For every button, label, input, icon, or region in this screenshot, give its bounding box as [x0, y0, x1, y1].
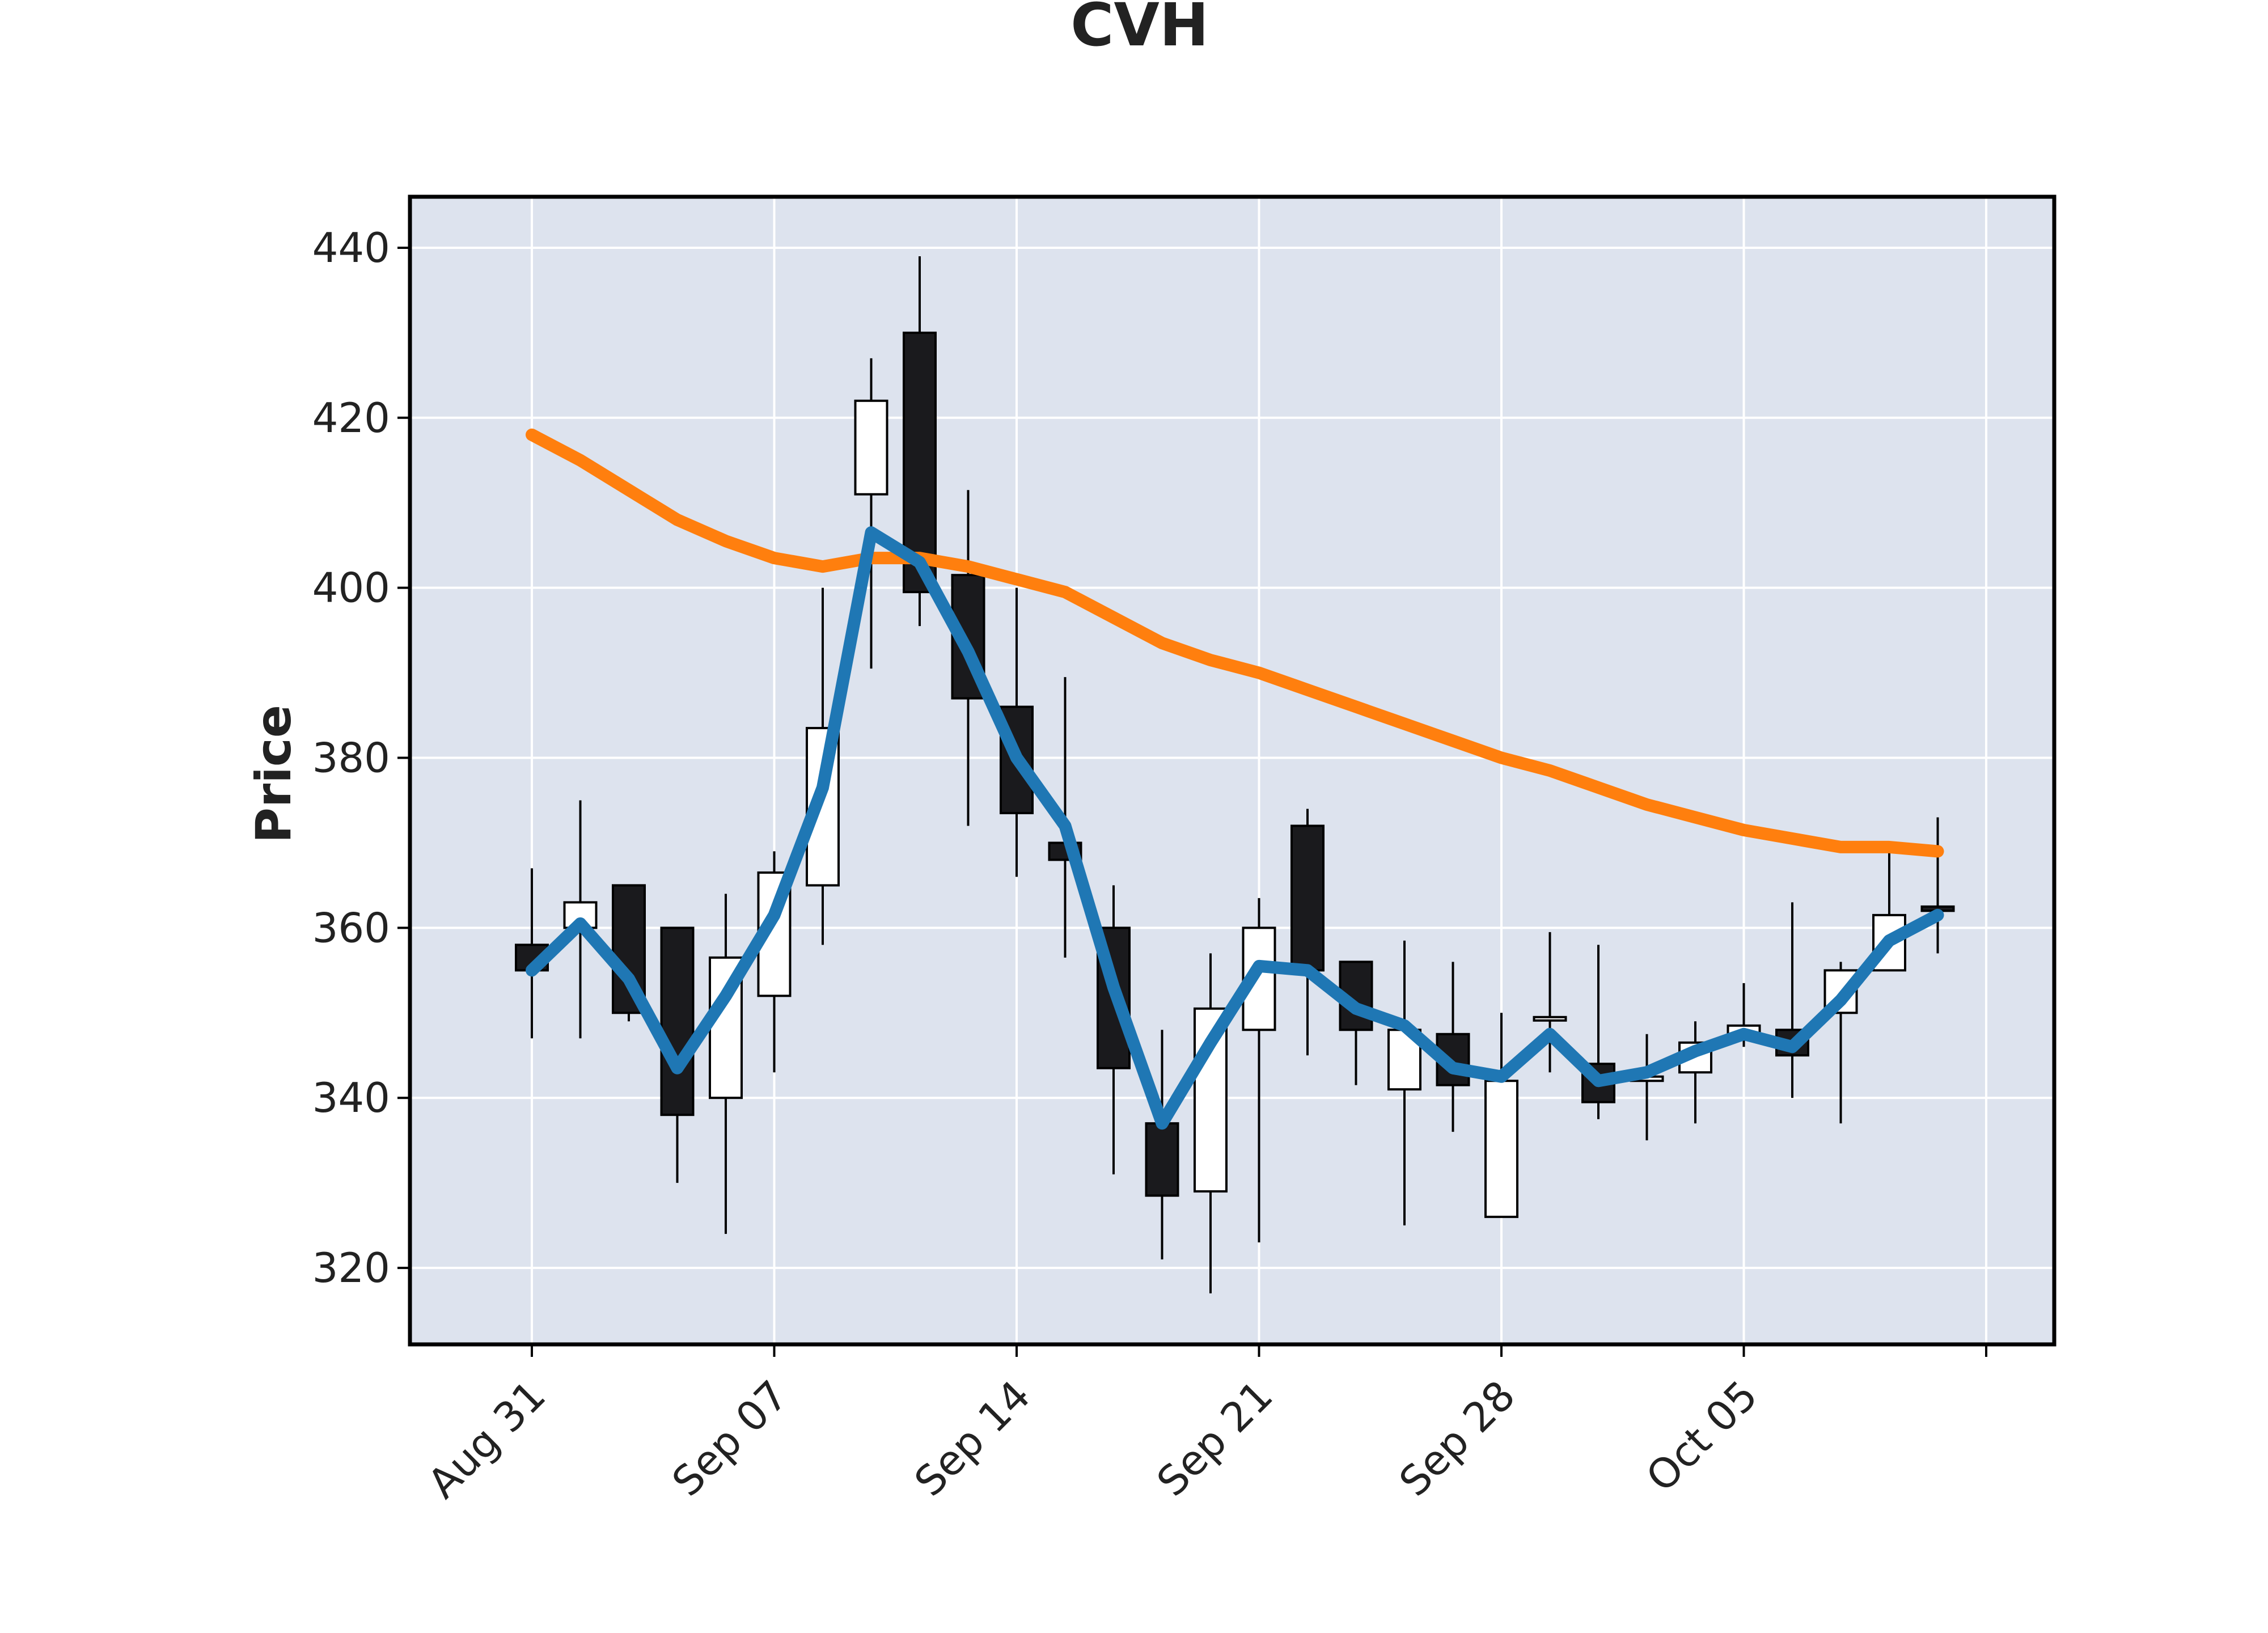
plot-frame [408, 194, 2057, 1347]
x-tick-label: Oct 05 [1637, 1372, 1766, 1501]
x-tick-label: Sep 28 [1390, 1372, 1524, 1505]
x-tick-label: Sep 07 [663, 1372, 797, 1505]
candle-body-up [1484, 1080, 1518, 1219]
y-tick-label: 320 [312, 1244, 390, 1292]
fast-moving-average-line [526, 526, 1944, 1130]
y-axis-label: Price [246, 705, 302, 843]
moving-average-lines [526, 428, 1944, 1130]
x-tick-label: Sep 21 [1148, 1372, 1281, 1505]
candle-body-up [563, 901, 598, 929]
y-tick-label: 420 [312, 394, 390, 442]
y-tick-label: 400 [312, 564, 390, 612]
x-tick-label: Sep 14 [905, 1372, 1039, 1505]
candle-body-down [1290, 824, 1325, 972]
y-tick-label: 440 [312, 224, 390, 272]
candle-body-up [854, 399, 888, 496]
grid [410, 197, 2054, 1344]
y-tick-label: 380 [312, 734, 390, 782]
candle-body-down [660, 927, 695, 1116]
slow-moving-average-line [526, 428, 1944, 858]
candle-body-up [1533, 1016, 1567, 1022]
candle-body-down [1145, 1122, 1179, 1197]
plot-area [410, 197, 2054, 1344]
y-tick-label: 340 [312, 1074, 390, 1122]
chart-title: CVH [1070, 0, 1209, 60]
y-tick-label: 360 [312, 904, 390, 951]
x-tick-label: Aug 31 [418, 1372, 555, 1508]
